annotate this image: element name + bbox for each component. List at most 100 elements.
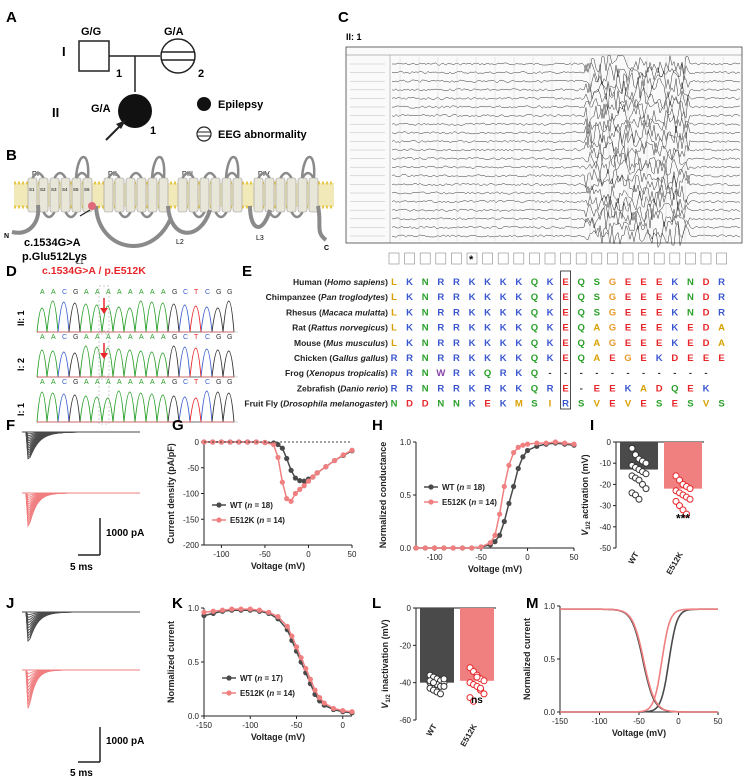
residue: R (406, 383, 413, 394)
residue: R (453, 368, 460, 379)
residue: K (625, 383, 632, 394)
pore-loop (224, 156, 240, 179)
residue: K (656, 353, 663, 364)
residue: Q (578, 353, 585, 364)
data-point (478, 544, 484, 550)
residue: Q (578, 338, 585, 349)
x-tick-label: -50 (633, 717, 645, 726)
y-tick-label: -200 (183, 541, 200, 550)
residue: Q (578, 307, 585, 318)
segment-label: S6 (84, 187, 90, 192)
residue: R (453, 307, 460, 318)
residue: E (625, 338, 631, 349)
current-trace (22, 669, 140, 689)
panel-letter-m: M (526, 595, 539, 612)
y-tick-label: 0 (195, 438, 200, 447)
segment-linker (118, 211, 132, 219)
conservation-box (653, 252, 665, 265)
species-label: Rhesus (Macaca mulatta) (286, 307, 388, 317)
individual-point (683, 510, 690, 518)
category-label: E512K (665, 550, 685, 576)
residue: K (500, 338, 507, 349)
data-point (349, 447, 355, 453)
segment-linker (129, 171, 143, 179)
eeg-channel-trace (391, 164, 741, 189)
conservation-box (419, 252, 431, 265)
eeg-channel-trace (391, 68, 741, 94)
legend-marker (226, 675, 232, 681)
residue: G (609, 323, 616, 334)
residue: K (406, 292, 413, 303)
segment-linker (214, 211, 228, 219)
residue: K (500, 383, 507, 394)
sanger-base-call: A (161, 379, 166, 386)
y-tick-label: 0 (607, 438, 612, 447)
residue: D (422, 399, 429, 410)
current-traces-f (22, 431, 140, 528)
segment-linker (203, 171, 217, 179)
sanger-base-call: C (62, 289, 67, 296)
residue: A (593, 338, 600, 349)
c-terminus-tail (316, 205, 328, 242)
residue: E (640, 277, 646, 288)
chart-h: -100 -50 0 50 0.0 0.5 1.0 Voltage (mV) Normalize… (378, 438, 579, 574)
individual-point (480, 677, 488, 685)
domain-label: DIV (258, 171, 270, 178)
panel-f: F 1000 pA 5 ms (6, 417, 144, 573)
sanger-base-call: A (95, 334, 100, 341)
data-point (301, 483, 307, 489)
individual-point (430, 679, 437, 687)
transmembrane-segment (103, 177, 114, 213)
pedigree-female-i2 (160, 38, 196, 74)
residue: E (562, 277, 568, 288)
residue: Q (531, 383, 538, 394)
transmembrane-segment (38, 177, 49, 213)
residue: E (562, 383, 568, 394)
residue: K (515, 307, 522, 318)
sanger-base-call: G (216, 379, 221, 386)
residue: R (718, 292, 725, 303)
data-point (312, 687, 318, 693)
residue: K (484, 353, 491, 364)
residue: K (515, 277, 522, 288)
residue: V (625, 399, 632, 410)
x-tick-label: -50 (259, 550, 271, 559)
residue: - (564, 368, 567, 379)
residue: E (609, 399, 615, 410)
residue: K (406, 338, 413, 349)
residue: K (547, 353, 554, 364)
n-terminus-tail (11, 204, 41, 235)
residue: K (515, 323, 522, 334)
transmembrane-segment (286, 177, 297, 213)
residue: R (718, 277, 725, 288)
residue: E (594, 383, 600, 394)
variant-site-marker (88, 202, 96, 210)
sanger-base-call: G (227, 379, 232, 386)
data-point (247, 606, 253, 612)
residue: K (671, 338, 678, 349)
residue: Q (578, 323, 585, 334)
conservation-alignment: *Human (Homo sapiens) L K N R R K K K K Q K E Q S G E E E K… (244, 252, 727, 410)
conservation-box (622, 252, 634, 265)
residue: K (515, 292, 522, 303)
residue: D (703, 277, 710, 288)
data-point (292, 490, 299, 497)
residue: - (689, 368, 692, 379)
residue: R (453, 277, 460, 288)
segment-linker (290, 211, 304, 219)
residue: A (593, 323, 600, 334)
generation-label-2: II (52, 105, 59, 120)
residue: G (609, 307, 616, 318)
residue: S (578, 399, 584, 410)
sanger-base-call: T (194, 379, 199, 386)
sanger-base-call: A (161, 289, 166, 296)
conservation-box (560, 252, 571, 265)
data-point (303, 665, 309, 672)
data-point (298, 655, 304, 661)
conservation-box (466, 252, 478, 265)
residue: - (611, 368, 614, 379)
pedigree-proband-ii1 (118, 94, 152, 128)
data-point (497, 511, 503, 517)
legend-marker (216, 502, 222, 508)
data-point (301, 478, 307, 484)
